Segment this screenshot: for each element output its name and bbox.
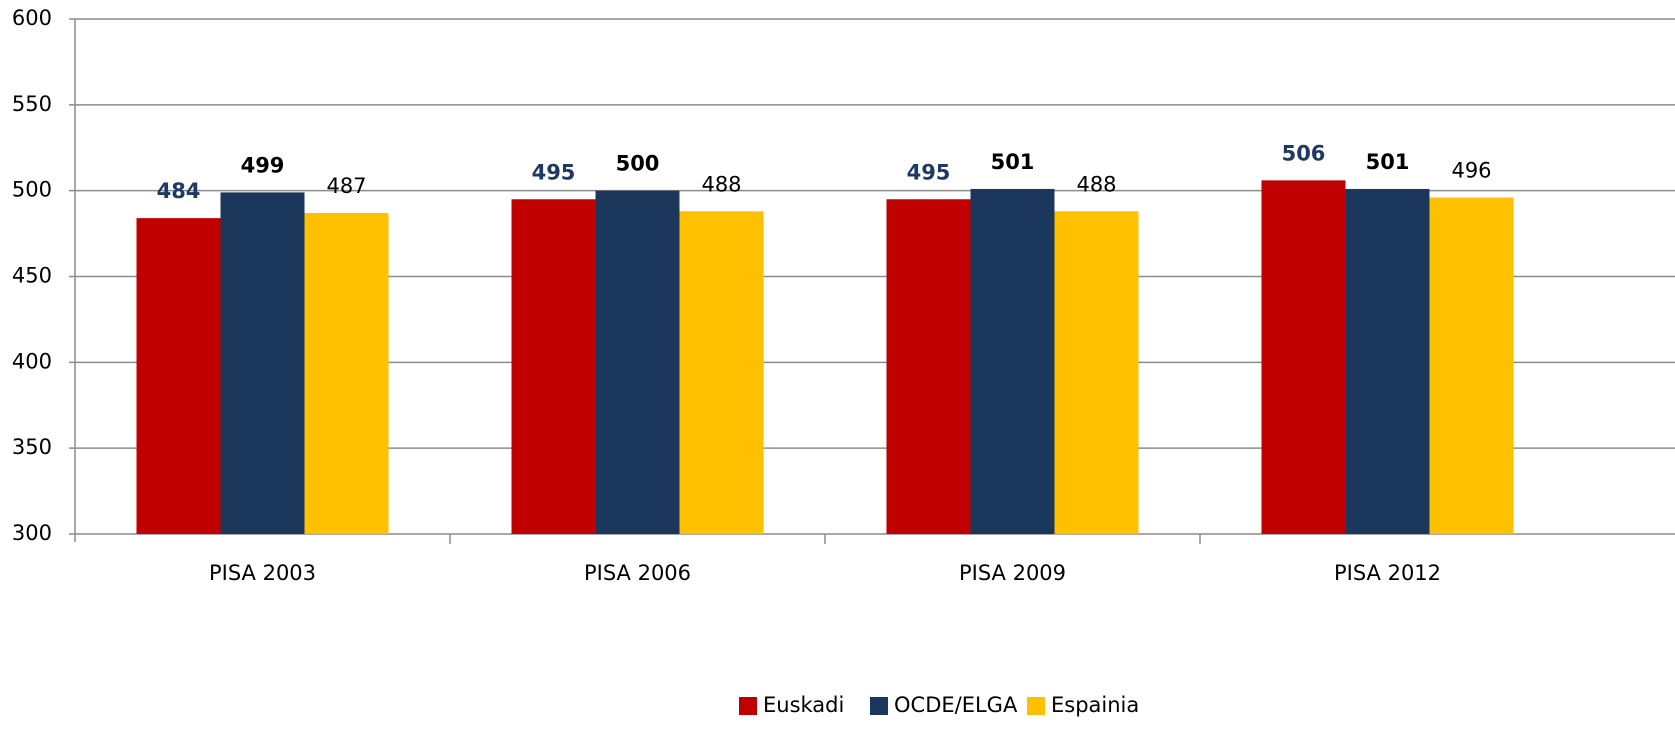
data-label: 495: [532, 160, 576, 184]
legend-label: OCDE/ELGA: [894, 693, 1018, 717]
data-label: 488: [701, 172, 741, 196]
bar: [1261, 180, 1346, 534]
data-label: 499: [241, 153, 285, 177]
legend-swatch: [870, 697, 888, 715]
bar: [136, 218, 221, 534]
bar: [1429, 197, 1514, 535]
x-tick-label: PISA 2003: [209, 561, 316, 585]
legend-label: Espainia: [1051, 693, 1139, 717]
y-tick-label: 300: [12, 521, 52, 545]
x-tick-label: PISA 2006: [584, 561, 691, 585]
bar: [511, 199, 596, 534]
legend-swatch: [1027, 697, 1045, 715]
bar: [1345, 188, 1430, 534]
y-tick-label: 600: [12, 6, 52, 30]
y-tick-label: 500: [12, 178, 52, 202]
bar: [679, 211, 764, 534]
bar: [970, 188, 1055, 534]
bar: [595, 190, 680, 534]
bar: [886, 199, 971, 534]
data-label: 495: [907, 160, 951, 184]
y-tick-label: 400: [12, 349, 52, 373]
data-label: 487: [326, 174, 366, 198]
legend-swatch: [739, 697, 757, 715]
data-label: 496: [1451, 159, 1491, 183]
y-tick-label: 450: [12, 264, 52, 288]
bar: [220, 192, 305, 534]
bar: [1054, 211, 1139, 534]
x-tick-label: PISA 2012: [1334, 561, 1441, 585]
data-label: 501: [991, 150, 1035, 174]
bar: [304, 212, 389, 534]
data-label: 506: [1282, 141, 1326, 165]
legend-label: Euskadi: [763, 693, 844, 717]
data-label: 501: [1366, 150, 1410, 174]
data-label: 500: [616, 152, 660, 176]
data-label: 484: [157, 179, 201, 203]
y-tick-label: 550: [12, 92, 52, 116]
x-tick-label: PISA 2009: [959, 561, 1066, 585]
data-label: 488: [1076, 172, 1116, 196]
y-tick-label: 350: [12, 435, 52, 459]
